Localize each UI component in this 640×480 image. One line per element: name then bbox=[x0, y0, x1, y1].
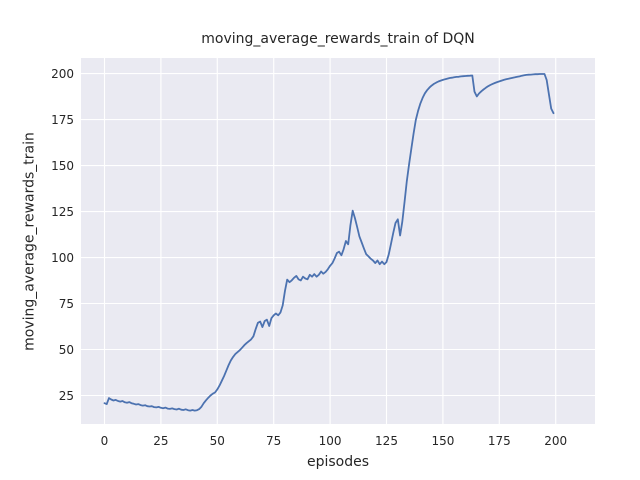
y-tick-label: 100 bbox=[51, 250, 74, 265]
y-tick-label: 25 bbox=[58, 388, 74, 403]
x-tick-label: 25 bbox=[153, 434, 169, 448]
y-tick-label: 125 bbox=[51, 204, 74, 219]
y-axis-label: moving_average_rewards_train bbox=[21, 132, 38, 351]
reward-line bbox=[103, 73, 555, 412]
y-tick-label: 200 bbox=[51, 66, 74, 81]
y-tick-label: 50 bbox=[58, 342, 74, 357]
x-tick-label: 175 bbox=[487, 434, 511, 448]
y-tick-label: 175 bbox=[51, 112, 74, 127]
x-tick-label: 0 bbox=[100, 434, 109, 448]
x-tick-label: 100 bbox=[318, 434, 342, 448]
x-tick-label: 200 bbox=[544, 434, 568, 448]
plot-background bbox=[81, 58, 595, 424]
grid-lines bbox=[81, 58, 595, 424]
x-tick-label: 150 bbox=[431, 434, 455, 448]
x-tick-label: 125 bbox=[375, 434, 398, 448]
y-tick-label: 75 bbox=[58, 296, 74, 311]
x-tick-label: 50 bbox=[209, 434, 225, 448]
x-tick-label: 75 bbox=[266, 434, 282, 448]
y-tick-label: 150 bbox=[51, 158, 74, 173]
x-axis-label: episodes bbox=[306, 454, 370, 470]
chart-title: moving_average_rewards_train of DQN bbox=[201, 31, 475, 47]
